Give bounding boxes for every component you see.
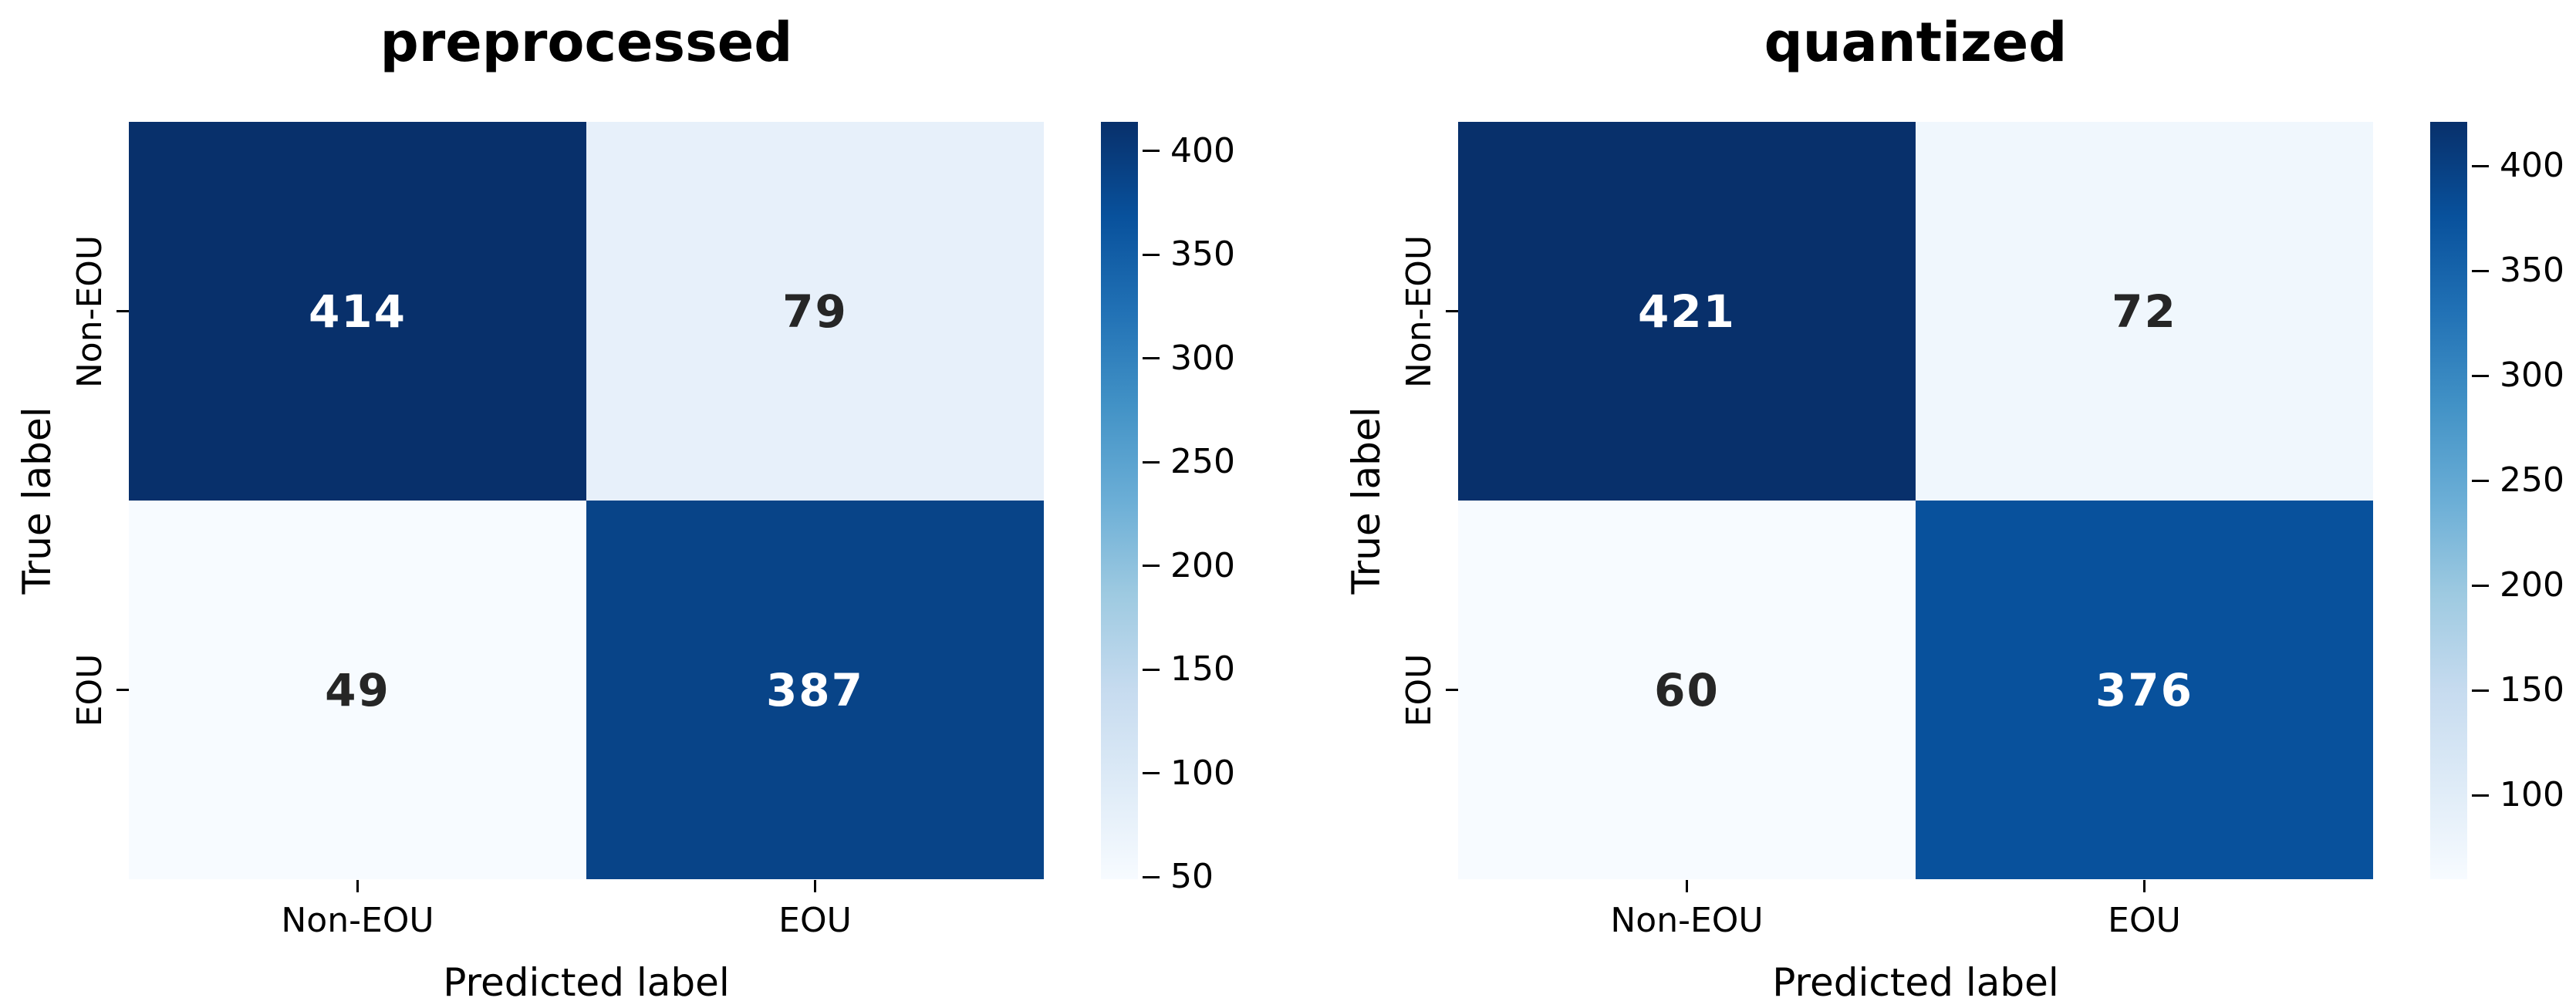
x-tick-mark — [2143, 880, 2146, 892]
colorbar-tick-mark — [2472, 479, 2489, 482]
chart-title: preprocessed — [380, 11, 793, 74]
cell-value: 387 — [765, 663, 865, 716]
x-tick-label: EOU — [2108, 901, 2181, 940]
y-tick-mark — [1446, 689, 1458, 691]
y-tick-label: Non-EOU — [70, 234, 110, 388]
y-tick-label: Non-EOU — [1399, 234, 1439, 388]
x-tick-mark — [356, 880, 359, 892]
x-tick-mark — [814, 880, 816, 892]
colorbar-tick-mark — [1143, 565, 1160, 568]
y-axis-label: True label — [1344, 406, 1389, 595]
x-tick-mark — [1686, 880, 1688, 892]
colorbar-tick-label: 250 — [1170, 442, 1235, 482]
y-tick-label: EOU — [1399, 653, 1439, 727]
chart-title: quantized — [1764, 11, 2068, 74]
colorbar-tick-mark — [1143, 357, 1160, 360]
heatmap-cell-r1c1: 376 — [1916, 501, 2373, 879]
colorbar-tick-label: 150 — [1170, 649, 1235, 689]
colorbar-tick-label: 100 — [1170, 753, 1235, 793]
cell-value: 72 — [2112, 285, 2177, 338]
y-tick-label: EOU — [70, 653, 110, 727]
colorbar-tick-mark — [1143, 253, 1160, 256]
colorbar-tick-mark — [1143, 668, 1160, 671]
x-tick-label: Non-EOU — [1610, 901, 1764, 940]
cell-value: 376 — [2095, 663, 2194, 716]
cell-value: 49 — [325, 663, 390, 716]
colorbar-tick-mark — [2472, 164, 2489, 167]
colorbar-tick-label: 150 — [2500, 670, 2564, 710]
x-tick-label: EOU — [778, 901, 852, 940]
colorbar-tick-label: 350 — [1170, 234, 1235, 275]
colorbar-tick-mark — [1143, 150, 1160, 153]
heatmap-cell-r0c1: 79 — [586, 122, 1044, 501]
colorbar-tick-mark — [2472, 689, 2489, 692]
colorbar-tick-mark — [2472, 374, 2489, 377]
heatmap-cell-r0c1: 72 — [1916, 122, 2373, 501]
x-axis-label: Predicted label — [443, 960, 730, 1005]
cell-value: 414 — [308, 285, 407, 338]
cell-value: 79 — [782, 285, 848, 338]
x-tick-label: Non-EOU — [281, 901, 434, 940]
colorbar-gradient — [1101, 122, 1138, 879]
colorbar-tick-mark — [2472, 584, 2489, 587]
y-axis-label: True label — [15, 406, 59, 595]
colorbar-tick-label: 300 — [1170, 338, 1235, 378]
heatmap-cell-r1c0: 60 — [1458, 501, 1916, 879]
heatmap-cell-r1c0: 49 — [129, 501, 586, 879]
colorbar-tick-label: 200 — [2500, 565, 2564, 605]
colorbar-gradient — [2430, 122, 2467, 879]
colorbar-tick-label: 100 — [2500, 775, 2564, 815]
heatmap-cell-r1c1: 387 — [586, 501, 1044, 879]
y-tick-mark — [1446, 310, 1458, 312]
colorbar-tick-label: 200 — [1170, 545, 1235, 585]
colorbar-tick-mark — [1143, 875, 1160, 878]
colorbar-tick-label: 350 — [2500, 251, 2564, 291]
colorbar-tick-mark — [2472, 794, 2489, 797]
colorbar-tick-label: 400 — [1170, 130, 1235, 170]
y-tick-mark — [116, 310, 129, 312]
colorbar-tick-label: 300 — [2500, 356, 2564, 396]
y-tick-mark — [116, 689, 129, 691]
heatmap-cell-r0c0: 421 — [1458, 122, 1916, 501]
colorbar-tick-label: 400 — [2500, 146, 2564, 186]
colorbar-tick-mark — [2472, 269, 2489, 272]
colorbar-tick-label: 250 — [2500, 460, 2564, 501]
x-axis-label: Predicted label — [1772, 960, 2059, 1005]
colorbar-tick-mark — [1143, 772, 1160, 775]
heatmap-cell-r0c0: 414 — [129, 122, 586, 501]
colorbar-tick-mark — [1143, 460, 1160, 464]
cell-value: 421 — [1637, 285, 1737, 338]
colorbar-tick-label: 50 — [1170, 857, 1214, 897]
cell-value: 60 — [1654, 663, 1720, 716]
